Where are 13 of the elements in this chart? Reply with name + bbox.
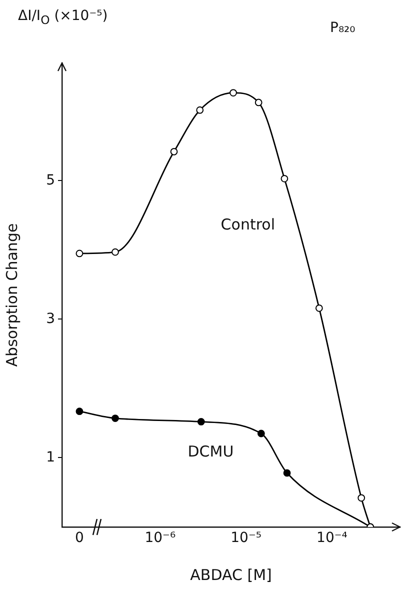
- x-axis-title: ABDAC [M]: [190, 566, 272, 584]
- x-tick-label: 10⁻⁵: [230, 530, 262, 546]
- series-label: Control: [220, 215, 276, 234]
- y-tick-label: 5: [46, 172, 55, 188]
- y-tick-label: 3: [46, 310, 55, 327]
- x-tick-label: 0: [75, 530, 84, 546]
- y-tick-label: 1: [46, 449, 55, 466]
- y-axis-title: Absorption Change: [2, 223, 21, 367]
- x-tick-label: 10⁻⁴: [316, 530, 348, 546]
- series-label: DCMU: [188, 442, 234, 461]
- x-tick-label: 10⁻⁶: [144, 530, 176, 546]
- text: ΔI/I$_{O}$ (×10⁻⁵): [18, 8, 108, 27]
- text: P₈₂₀: [330, 20, 356, 36]
